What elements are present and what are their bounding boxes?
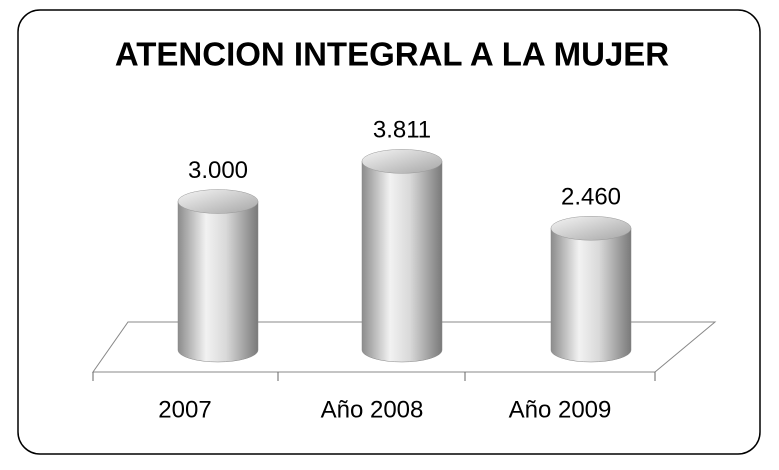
x-tick-label: Año 2008 [321,396,424,423]
cylinder-body [177,201,259,363]
data-label: 3.000 [188,157,248,184]
chart-title: ATENCION INTEGRAL A LA MUJER [115,36,669,73]
cylinder-top [177,189,259,214]
bar [550,215,632,363]
x-tick-label: Año 2009 [509,396,612,423]
cylinder-body [550,227,632,363]
cylinder-top [361,149,443,174]
data-label: 2.460 [561,184,621,211]
x-tick-label: 2007 [158,396,211,423]
x-ticks [92,372,656,381]
cylinder-body [361,161,443,363]
bar [361,149,443,363]
cylinder-top [550,215,632,241]
data-label: 3.811 [373,117,431,144]
bar [177,189,259,363]
plot: 3.000 2007 3.811 Año 2008 2.460 Año 2009 [158,117,632,423]
